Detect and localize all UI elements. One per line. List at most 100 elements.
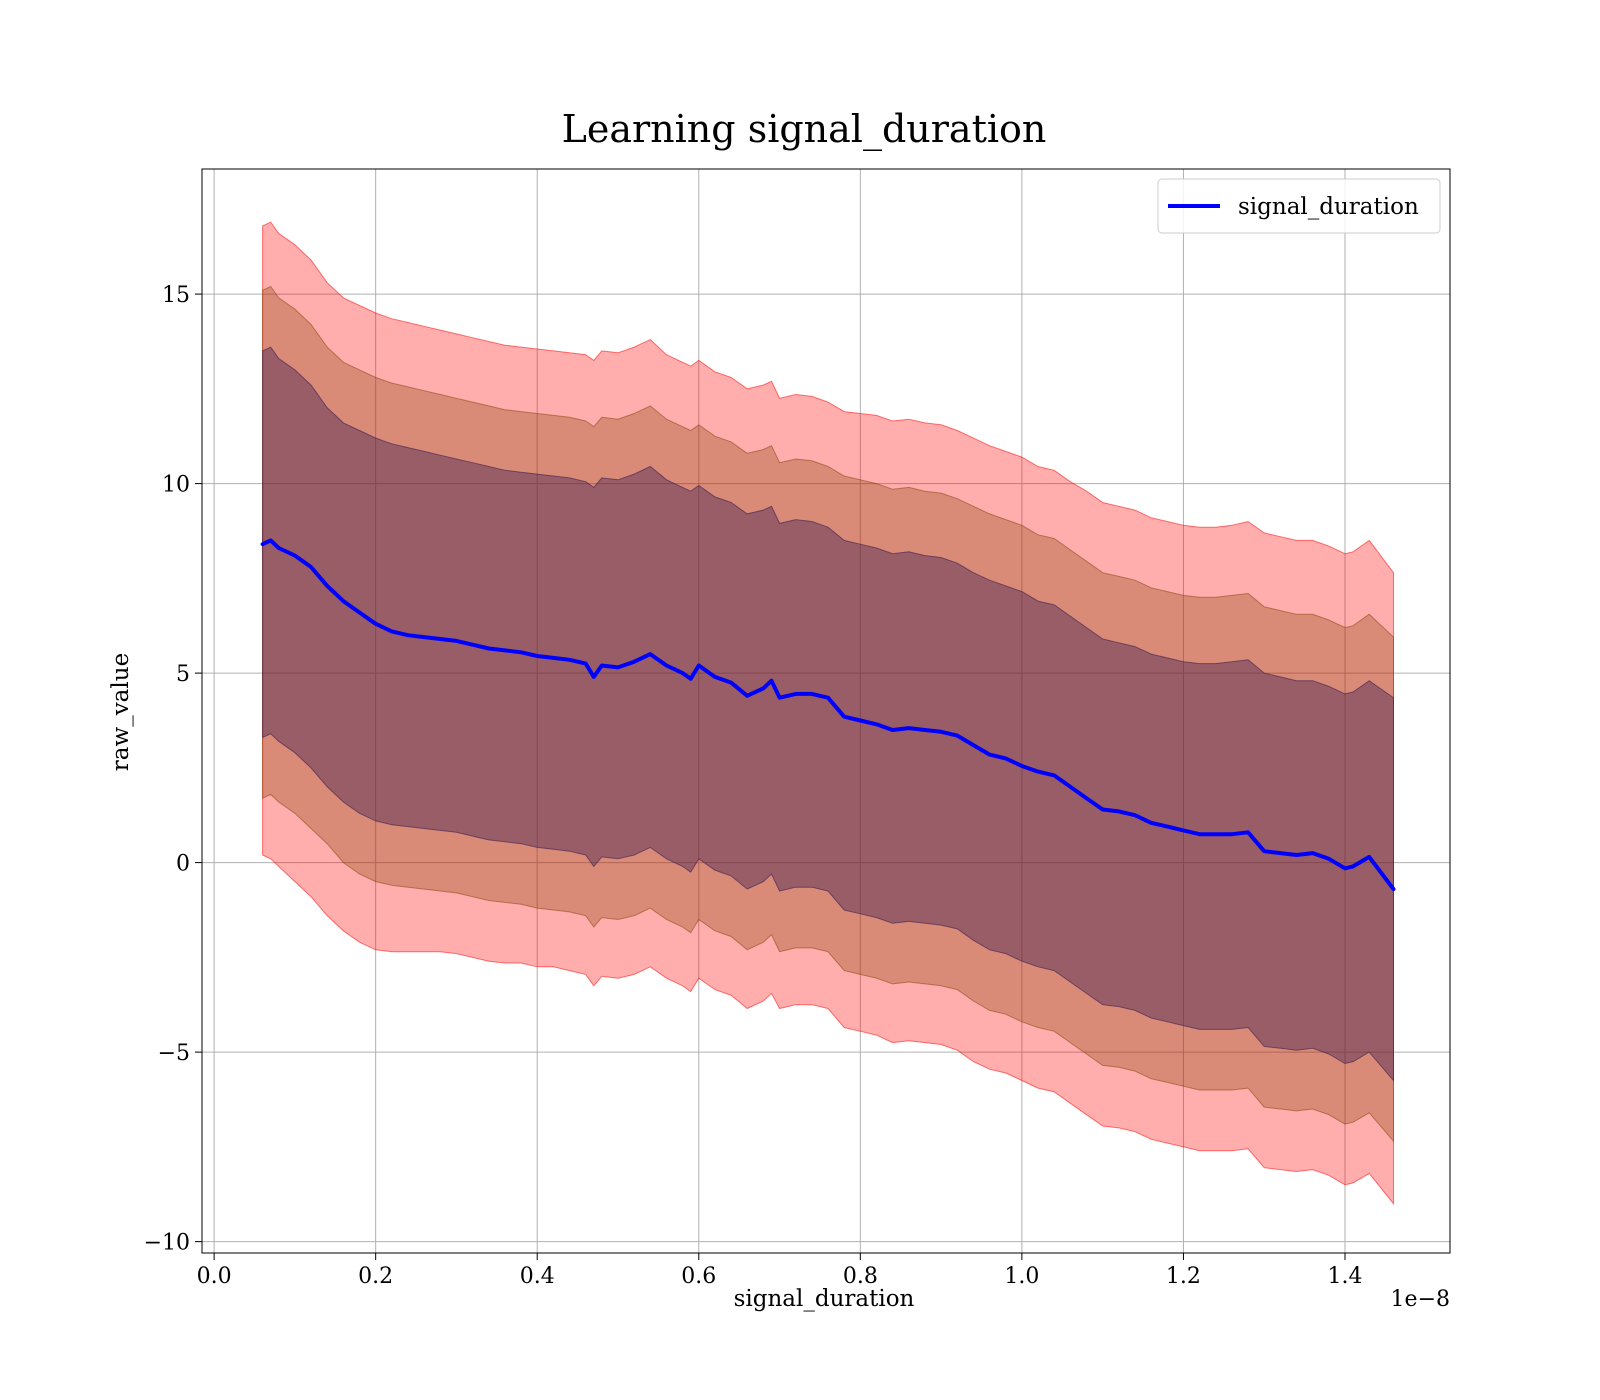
series-point: [908, 727, 910, 729]
series-point: [649, 653, 651, 655]
series-point: [795, 693, 797, 695]
series-point: [1086, 797, 1087, 799]
y-tick-label: 0: [176, 852, 190, 877]
series-point: [811, 693, 813, 695]
series-lines: [260, 538, 1396, 892]
series-point: [972, 744, 974, 746]
series-point: [1134, 814, 1136, 816]
series-point: [1328, 858, 1330, 860]
chart-title: Learning signal_duration: [562, 107, 1047, 152]
grid: [202, 169, 1450, 1253]
series-point: [536, 655, 538, 657]
series-point: [439, 638, 441, 640]
y-tick-label: 5: [176, 662, 190, 687]
series-point: [1182, 829, 1184, 831]
series-point: [1279, 852, 1281, 854]
series-point: [827, 697, 829, 699]
series-point: [391, 630, 393, 632]
series-point: [455, 640, 457, 642]
series-point: [1263, 850, 1265, 852]
series-point: [375, 623, 377, 625]
series-point: [714, 676, 716, 678]
y-axis-label: raw_value: [108, 653, 134, 771]
series-point: [1247, 831, 1249, 833]
series-point: [1166, 826, 1168, 828]
series-point: [1352, 865, 1354, 867]
series-point: [593, 676, 595, 678]
y-axis: −10 −5 0 5 10 15: [144, 283, 202, 1256]
series-point: [762, 687, 764, 689]
series-point: [617, 666, 619, 668]
series-point: [601, 665, 603, 666]
series-point: [1393, 888, 1394, 890]
series-point: [342, 600, 344, 602]
series-point: [1296, 854, 1297, 856]
x-tick-label: 1.0: [1004, 1264, 1039, 1289]
x-tick-label: 1.2: [1166, 1264, 1201, 1289]
x-tick-label: 0.4: [520, 1264, 555, 1289]
plot-frame: [201, 168, 1451, 1254]
series-point: [1368, 856, 1370, 858]
series-point: [956, 735, 958, 737]
series-point: [1150, 822, 1152, 824]
series-point: [1118, 810, 1120, 812]
series-point: [278, 547, 280, 549]
legend: signal_duration: [1157, 178, 1441, 234]
series-point: [843, 716, 845, 718]
series-point: [585, 663, 587, 665]
x-axis-label: signal_duration: [734, 1286, 915, 1312]
legend-label: signal_duration: [1238, 194, 1419, 220]
series-point: [1199, 833, 1201, 835]
band-1: [262, 221, 1394, 1206]
confidence-bands: [262, 221, 1394, 1206]
series-point: [924, 729, 926, 731]
series-point: [698, 665, 700, 666]
series-point: [552, 657, 554, 659]
series-point: [892, 729, 894, 731]
x-axis: 0.0 0.2 0.4 0.6 0.8 1.0 1.2 1.4: [197, 1253, 1362, 1289]
x-tick-label: 1.4: [1327, 1264, 1362, 1289]
series-point: [310, 566, 312, 568]
series-point: [504, 649, 506, 651]
series-point: [633, 661, 635, 663]
series-point: [1005, 757, 1007, 759]
series-point: [1312, 852, 1314, 854]
series-point: [859, 720, 861, 721]
y-tick-label: 10: [162, 473, 190, 498]
legend-box: [1157, 178, 1441, 234]
series-point: [779, 697, 781, 699]
series-point: [520, 651, 522, 653]
series-point: [294, 555, 296, 557]
x-offset-label: 1e−8: [1391, 1287, 1450, 1312]
series-point: [326, 585, 328, 587]
y-tick-label: −10: [144, 1231, 190, 1256]
series-point: [472, 644, 474, 646]
series-point: [940, 731, 942, 733]
series-point: [1021, 765, 1023, 767]
series-point: [488, 648, 490, 649]
y-tick-label: 15: [162, 283, 190, 308]
band-2: [262, 285, 1394, 1143]
series-point: [682, 672, 684, 674]
series-point: [1053, 774, 1055, 776]
series-point: [989, 754, 991, 756]
x-tick-label: 0.2: [358, 1264, 393, 1289]
y-tick-label: −5: [158, 1041, 190, 1066]
series-point: [876, 723, 877, 725]
series-point: [359, 612, 360, 613]
series-point: [1037, 771, 1039, 773]
series-point: [690, 678, 692, 680]
band-3: [262, 346, 1394, 1082]
series-point: [407, 634, 409, 636]
series-point: [1215, 833, 1217, 835]
series-point: [666, 665, 667, 666]
series-point: [1344, 867, 1346, 869]
series-point: [1231, 833, 1233, 835]
series-point: [1069, 786, 1071, 788]
series-point: [1102, 809, 1104, 810]
x-tick-label: 0.0: [197, 1264, 232, 1289]
x-tick-label: 0.6: [681, 1264, 716, 1289]
series-point: [270, 539, 272, 541]
series-point: [423, 636, 425, 638]
